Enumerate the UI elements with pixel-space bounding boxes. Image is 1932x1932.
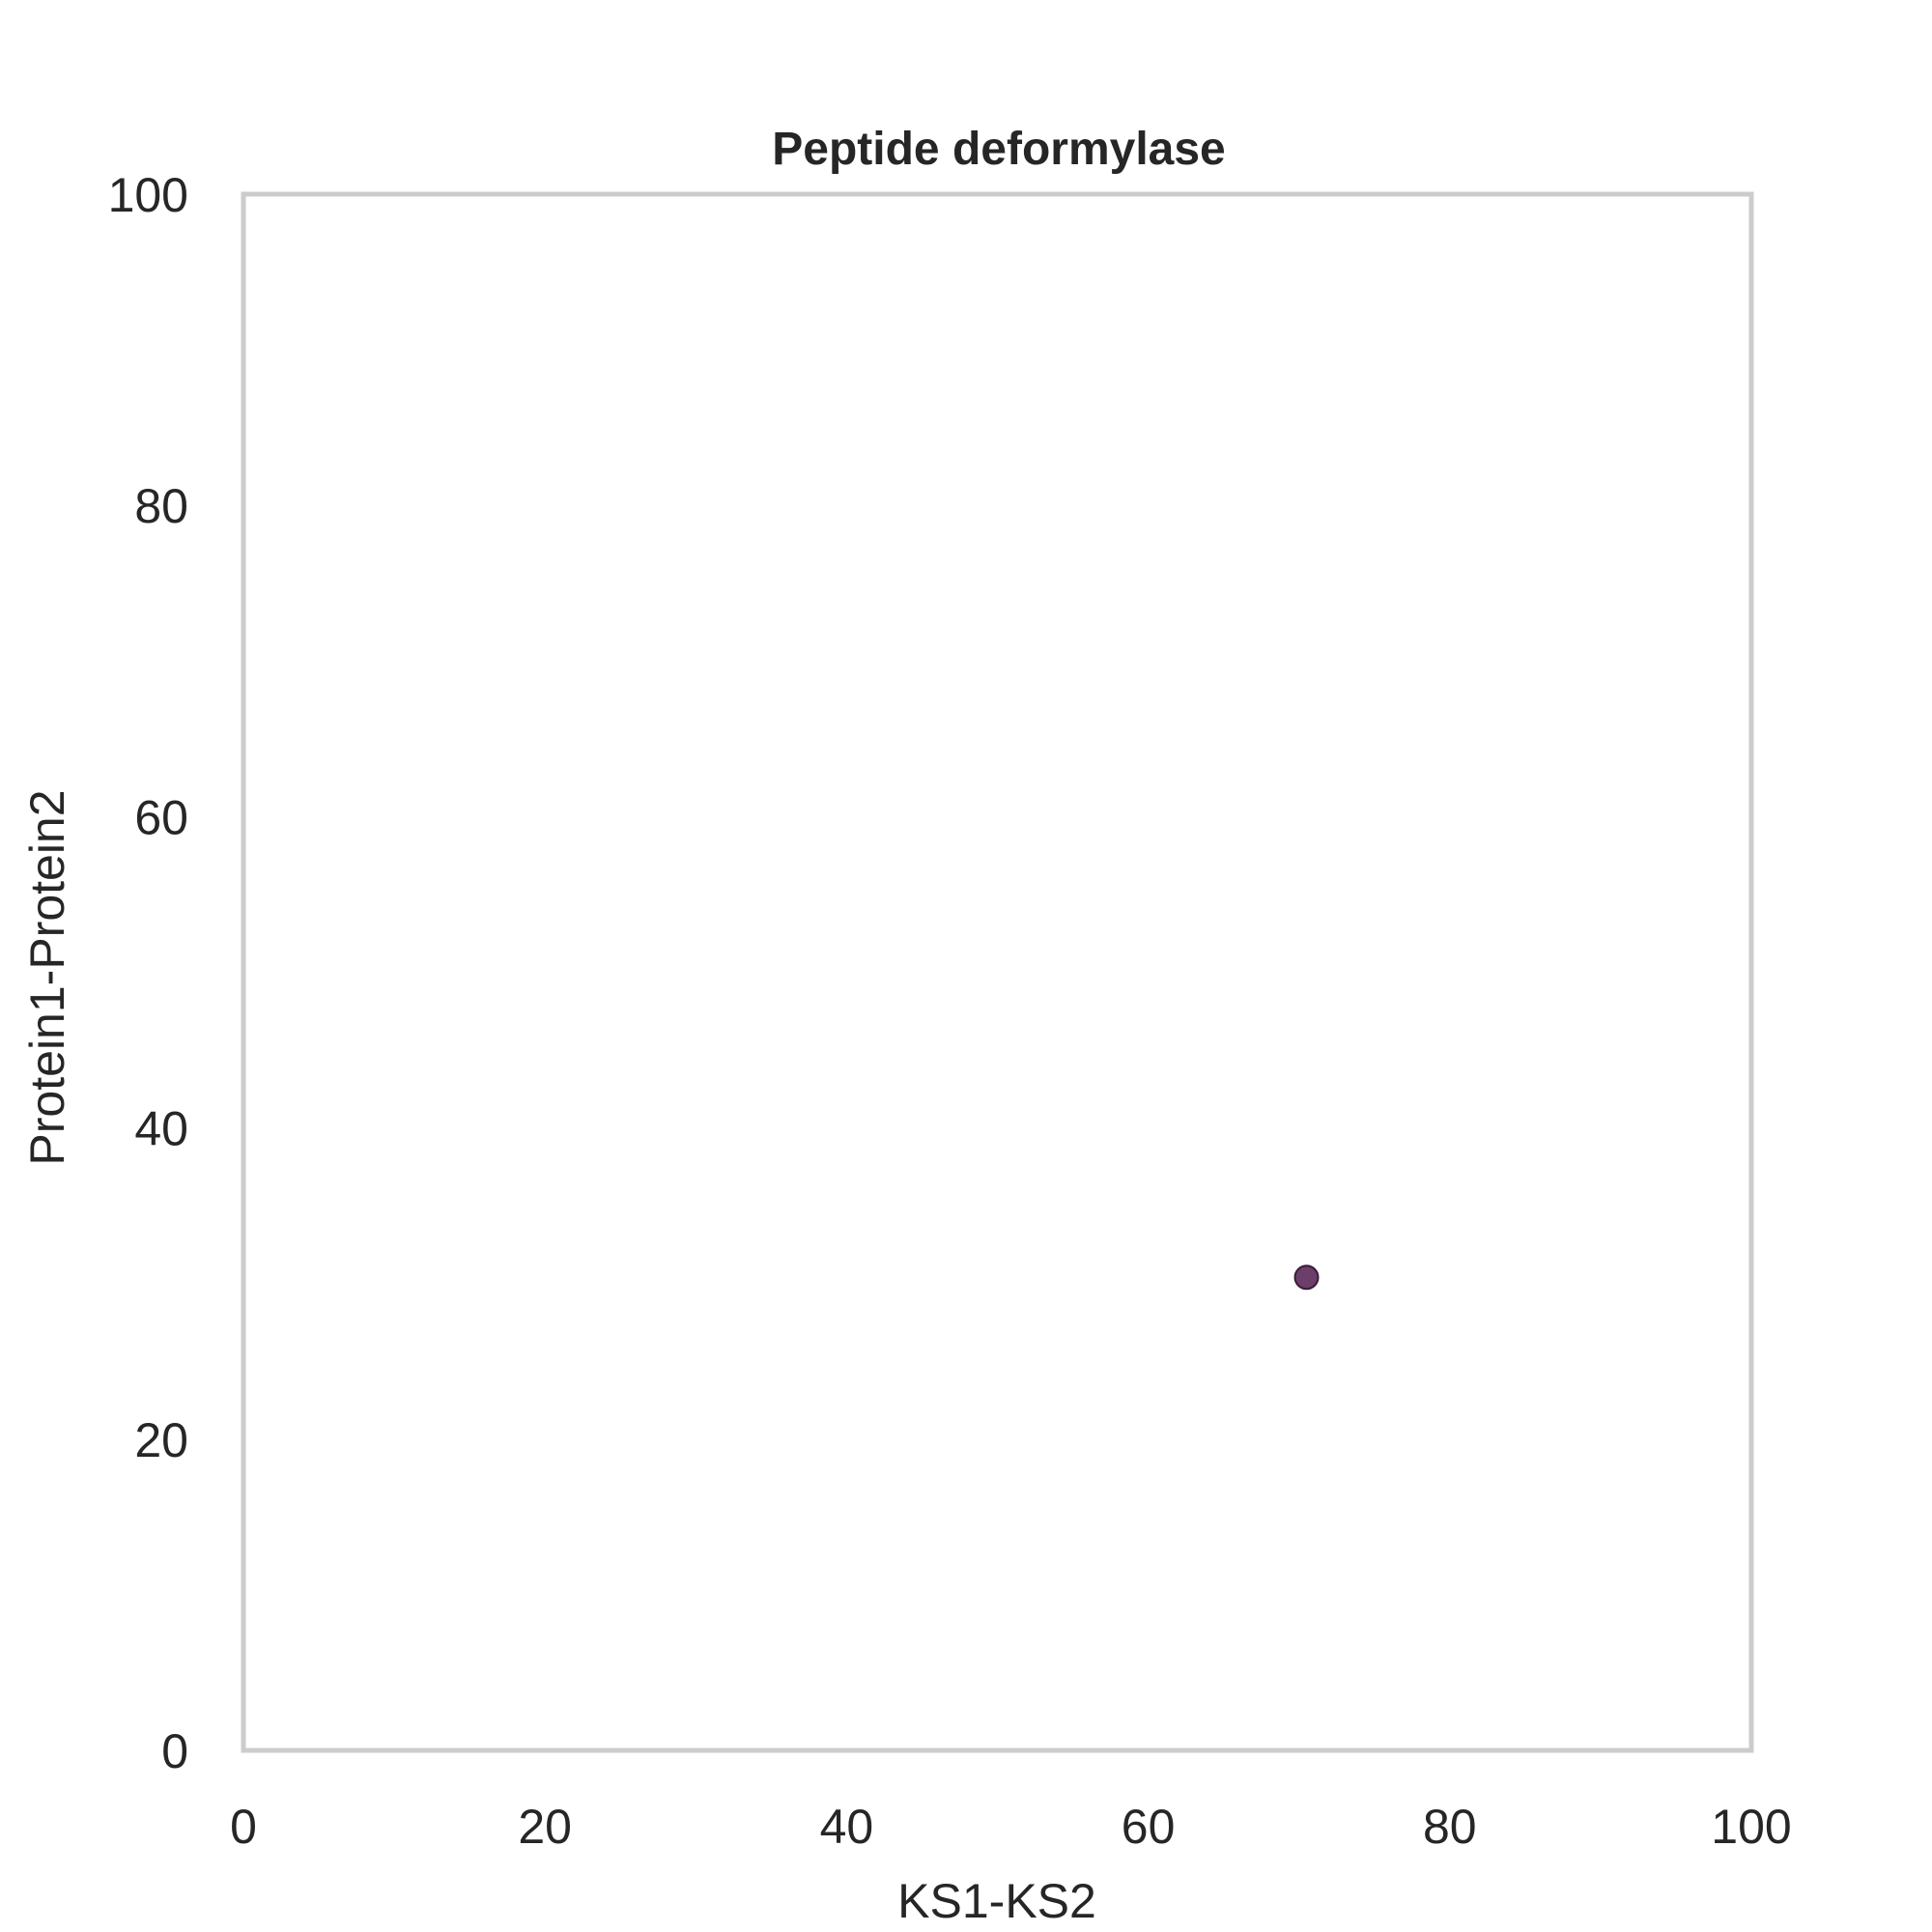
x-tick-label: 80: [1423, 1800, 1477, 1854]
y-tick-label: 100: [108, 168, 188, 222]
y-axis-ticks: 0 20 40 60 80 100: [108, 168, 188, 1778]
x-tick-label: 60: [1122, 1800, 1176, 1854]
chart-title: Peptide deformylase: [772, 124, 1226, 175]
y-axis-label: Protein1-Protein2: [20, 789, 74, 1165]
plot-area-frame: [241, 191, 1754, 1753]
x-tick-label: 20: [518, 1800, 572, 1854]
y-tick-label: 40: [134, 1102, 188, 1156]
y-tick-label: 80: [134, 479, 188, 533]
y-tick-label: 20: [134, 1413, 188, 1467]
y-tick-label: 0: [161, 1724, 188, 1778]
x-axis-label: KS1-KS2: [897, 1874, 1096, 1928]
data-points: [1293, 1264, 1320, 1291]
x-axis-ticks: 0 20 40 60 80 100: [230, 1800, 1792, 1854]
x-tick-label: 40: [820, 1800, 874, 1854]
x-tick-label: 0: [230, 1800, 257, 1854]
y-tick-label: 60: [134, 790, 188, 844]
scatter-point: [1293, 1264, 1320, 1291]
x-tick-label: 100: [1711, 1800, 1791, 1854]
